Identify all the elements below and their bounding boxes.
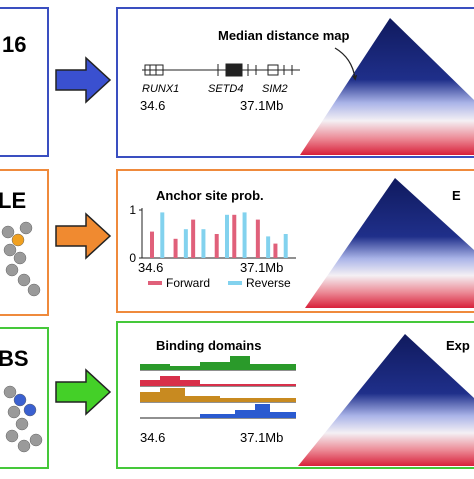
- corner-label: Exp: [446, 338, 470, 353]
- bar: [242, 212, 247, 258]
- left-label: LE: [0, 188, 26, 213]
- bar: [273, 243, 278, 258]
- bar: [191, 219, 196, 258]
- heatmap: [305, 178, 474, 308]
- panel-title: Median distance map: [218, 28, 350, 43]
- y-tick-label: 1: [129, 203, 136, 217]
- heatmap: [300, 18, 474, 155]
- bar: [160, 212, 165, 258]
- legend-label: Forward: [166, 276, 210, 290]
- bar: [266, 236, 271, 258]
- bar: [225, 214, 229, 258]
- bar: [173, 238, 178, 258]
- arrow: [55, 368, 112, 416]
- bar: [150, 231, 154, 258]
- gene-label: SETD4: [208, 83, 243, 95]
- heatmap: [298, 334, 474, 466]
- left-box: [0, 7, 49, 157]
- arrow: [55, 56, 112, 104]
- gene-track: [142, 63, 300, 77]
- legend-label: Reverse: [246, 276, 291, 290]
- legend-swatch: [228, 281, 242, 285]
- pointer-arrow: [334, 47, 358, 81]
- y-tick-label: 0: [129, 251, 136, 265]
- axis-label: 34.6: [140, 98, 165, 113]
- bar: [183, 229, 188, 258]
- panel-title: Binding domains: [156, 338, 261, 353]
- panel-title: Anchor site prob.: [156, 188, 264, 203]
- axis-label: 37.1Mb: [240, 260, 283, 275]
- left-box: [0, 169, 49, 316]
- corner-label: E: [452, 188, 461, 203]
- axis-label: 37.1Mb: [240, 430, 283, 445]
- axis-label: 34.6: [138, 260, 163, 275]
- gene-label: RUNX1: [142, 83, 179, 95]
- bar: [214, 234, 219, 258]
- bar: [255, 219, 260, 258]
- bar: [283, 234, 288, 258]
- left-label: 16: [2, 32, 26, 57]
- bar: [232, 214, 237, 258]
- left-label: BS: [0, 346, 29, 371]
- bar: [201, 229, 206, 258]
- gene-label: SIM2: [262, 83, 288, 95]
- axis-label: 34.6: [140, 430, 165, 445]
- axis-label: 37.1Mb: [240, 98, 283, 113]
- arrow: [55, 212, 112, 260]
- binding-tracks: [140, 356, 296, 419]
- legend-swatch: [148, 281, 162, 285]
- bead-model: [1, 221, 43, 453]
